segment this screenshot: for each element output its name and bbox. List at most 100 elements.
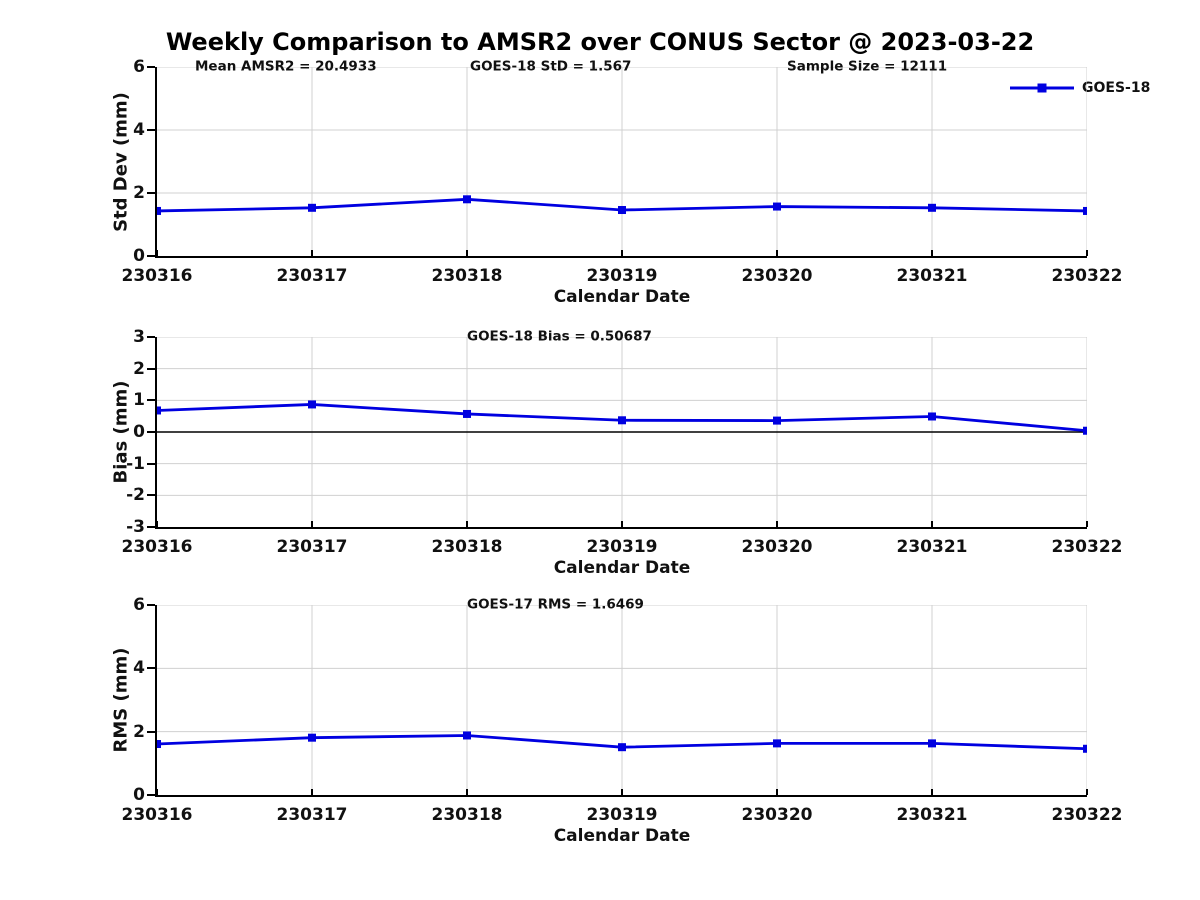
stddev-y-axis-label: Std Dev (mm) bbox=[110, 91, 132, 232]
data-point-marker bbox=[773, 202, 781, 211]
y-tick-mark bbox=[147, 255, 155, 257]
x-tick-mark bbox=[466, 789, 468, 795]
x-tick-mark bbox=[776, 521, 778, 527]
std-dev-canvas bbox=[157, 67, 1087, 256]
y-tick-mark bbox=[147, 66, 155, 68]
legend: GOES-18 bbox=[1010, 80, 1150, 96]
x-tick-label: 230322 bbox=[1051, 537, 1123, 557]
y-tick-label: -1 bbox=[126, 453, 145, 474]
legend-square-marker-icon bbox=[1037, 83, 1047, 93]
rms-plot: RMS (mm) Calendar Date 0 2 4 6 230316 230317 2… bbox=[111, 595, 1123, 846]
data-point-marker bbox=[463, 195, 471, 204]
y-tick-label: 0 bbox=[133, 246, 145, 266]
plot-annotation: Mean AMSR2 = 20.4933 bbox=[195, 58, 377, 75]
y-tick-mark bbox=[147, 604, 155, 606]
x-tick-mark bbox=[931, 789, 933, 795]
data-point-marker bbox=[157, 206, 161, 215]
data-point-marker bbox=[308, 203, 316, 212]
y-tick-mark bbox=[147, 667, 155, 670]
x-tick-mark bbox=[1086, 789, 1088, 795]
legend-line-sample bbox=[1010, 83, 1074, 93]
rms-y-axis-label: RMS (mm) bbox=[110, 647, 132, 753]
y-tick-mark bbox=[147, 336, 155, 338]
y-tick-mark bbox=[147, 192, 155, 194]
y-tick-label: 2 bbox=[133, 358, 145, 379]
y-tick-label: 6 bbox=[133, 57, 145, 77]
bias-plot: Bias (mm) Calendar Date 3 2 1 0 -1 -2 -3 230316… bbox=[111, 327, 1123, 578]
x-tick-mark bbox=[776, 250, 778, 256]
y-tick-label: 4 bbox=[133, 120, 145, 140]
y-tick-mark bbox=[147, 526, 155, 528]
y-tick-label: 6 bbox=[133, 595, 145, 615]
data-point-marker bbox=[308, 733, 316, 742]
x-tick-mark bbox=[931, 250, 933, 256]
x-tick-label: 230322 bbox=[1051, 805, 1123, 825]
x-tick-label: 230322 bbox=[1051, 266, 1123, 286]
x-tick-mark bbox=[1086, 521, 1088, 527]
y-tick-label: 2 bbox=[133, 721, 145, 742]
x-tick-label: 230320 bbox=[741, 805, 813, 825]
chart-title: Weekly Comparison to AMSR2 over CONUS Se… bbox=[165, 28, 1035, 56]
x-tick-mark bbox=[466, 521, 468, 527]
x-tick-label: 230321 bbox=[896, 266, 968, 286]
x-tick-label: 230321 bbox=[896, 537, 968, 557]
data-point-marker bbox=[618, 416, 626, 425]
plot-annotation: GOES-18 StD = 1.567 bbox=[470, 58, 632, 75]
legend-label: GOES-18 bbox=[1082, 80, 1151, 96]
y-tick-label: -3 bbox=[126, 517, 145, 537]
stddev-x-axis-label: Calendar Date bbox=[553, 287, 691, 307]
plot-annotation: Sample Size = 12111 bbox=[787, 58, 948, 75]
x-tick-label: 230316 bbox=[121, 805, 193, 825]
x-tick-mark bbox=[311, 250, 313, 256]
data-point-marker bbox=[1083, 426, 1087, 435]
x-tick-label: 230317 bbox=[276, 805, 348, 825]
plot-annotation: GOES-17 RMS = 1.6469 bbox=[467, 596, 644, 613]
x-tick-mark bbox=[466, 250, 468, 256]
y-tick-label: 3 bbox=[133, 327, 145, 347]
data-point-marker bbox=[463, 731, 471, 740]
x-tick-mark bbox=[156, 250, 158, 256]
x-tick-mark bbox=[311, 789, 313, 795]
x-tick-label: 230321 bbox=[896, 805, 968, 825]
bias-x-axis-label: Calendar Date bbox=[553, 558, 691, 578]
rms-x-axis-label: Calendar Date bbox=[553, 826, 691, 846]
y-tick-mark bbox=[147, 794, 155, 796]
x-tick-label: 230316 bbox=[121, 266, 193, 286]
data-point-marker bbox=[928, 412, 936, 421]
x-tick-mark bbox=[931, 521, 933, 527]
y-tick-label: -2 bbox=[126, 485, 145, 506]
data-point-marker bbox=[928, 203, 936, 212]
y-tick-label: 0 bbox=[133, 785, 145, 805]
y-tick-mark bbox=[147, 494, 155, 497]
x-tick-mark bbox=[1086, 250, 1088, 256]
data-point-marker bbox=[773, 739, 781, 748]
x-tick-mark bbox=[776, 789, 778, 795]
y-tick-mark bbox=[147, 730, 155, 733]
x-tick-mark bbox=[311, 521, 313, 527]
data-point-marker bbox=[618, 743, 626, 752]
x-tick-label: 230318 bbox=[431, 266, 503, 286]
x-tick-label: 230318 bbox=[431, 805, 503, 825]
x-tick-label: 230317 bbox=[276, 266, 348, 286]
x-tick-mark bbox=[621, 789, 623, 795]
x-tick-label: 230320 bbox=[741, 537, 813, 557]
y-tick-label: 4 bbox=[133, 658, 145, 679]
y-tick-label: 1 bbox=[133, 390, 145, 411]
x-tick-label: 230317 bbox=[276, 537, 348, 557]
x-tick-label: 230318 bbox=[431, 537, 503, 557]
data-point-marker bbox=[1083, 744, 1087, 753]
rms-canvas bbox=[157, 605, 1087, 795]
y-tick-mark bbox=[147, 431, 155, 433]
stddev-plot: Std Dev (mm) Calendar Date GOES-18 0 2 4 6 2… bbox=[111, 57, 1151, 307]
x-tick-mark bbox=[156, 789, 158, 795]
x-tick-mark bbox=[621, 250, 623, 256]
x-tick-mark bbox=[156, 521, 158, 527]
data-point-marker bbox=[157, 740, 161, 749]
data-point-marker bbox=[308, 400, 316, 409]
y-tick-label: 0 bbox=[133, 422, 145, 442]
x-tick-label: 230319 bbox=[586, 805, 658, 825]
x-tick-label: 230316 bbox=[121, 537, 193, 557]
data-point-marker bbox=[1083, 206, 1087, 215]
y-tick-mark bbox=[147, 399, 155, 402]
plot-annotation: GOES-18 Bias = 0.50687 bbox=[467, 328, 652, 345]
